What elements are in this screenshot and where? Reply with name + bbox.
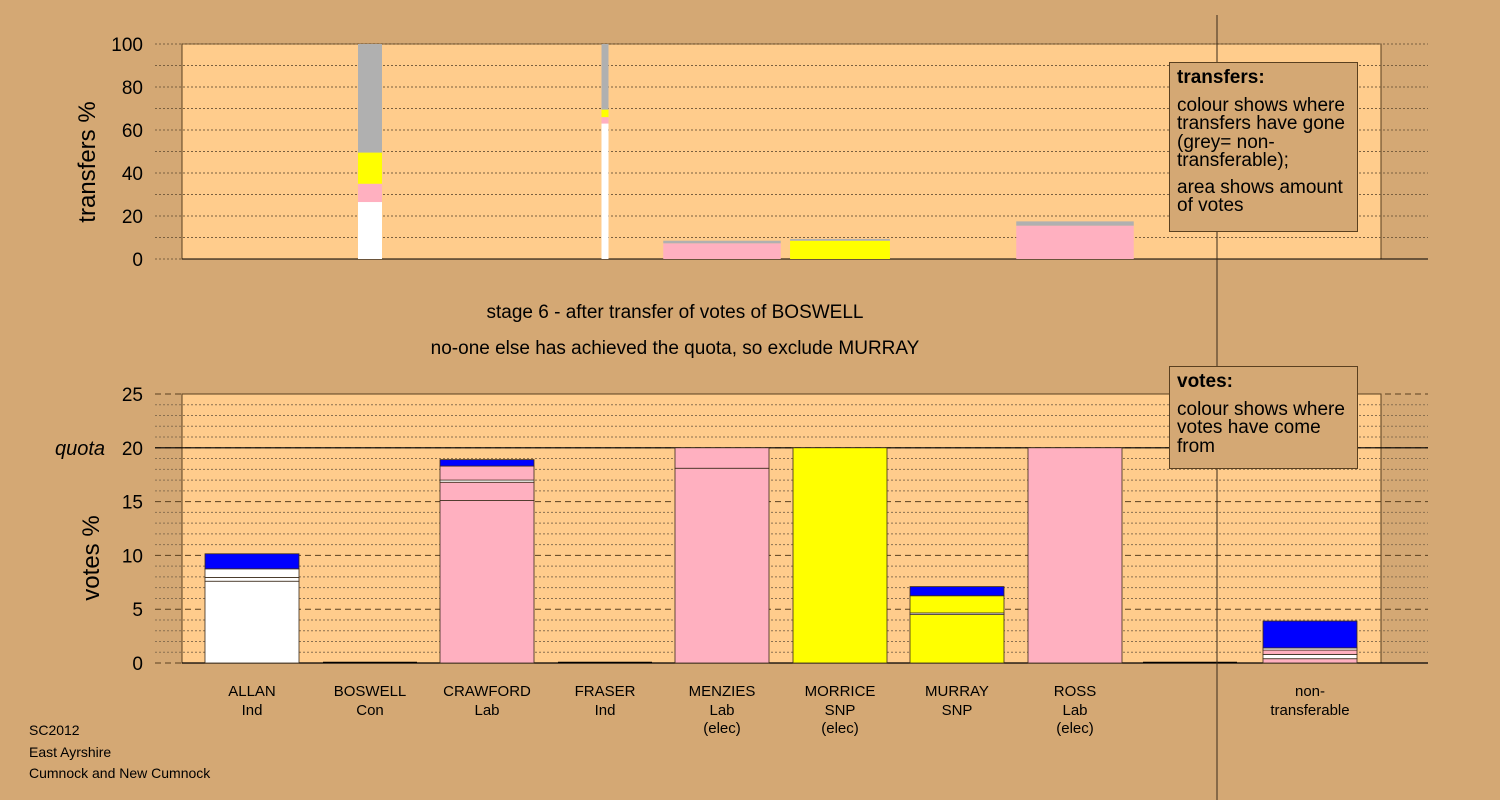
legend-transfers: transfers: colour shows where transfers … bbox=[1169, 62, 1358, 232]
transfers-axis-label: transfers % bbox=[74, 101, 101, 222]
candidate-name: FRASER bbox=[575, 683, 636, 700]
transfers-tick-label: 0 bbox=[132, 250, 143, 271]
vote-segment-white bbox=[1262, 653, 1358, 660]
transfer-segment-pink bbox=[601, 117, 609, 124]
votes-tick-label: 5 bbox=[132, 600, 143, 621]
vote-segment-blue bbox=[439, 459, 535, 467]
transfer-segment-yellow bbox=[790, 240, 890, 259]
candidate-name: MENZIES bbox=[689, 683, 756, 700]
votes-tick-label: 0 bbox=[132, 654, 143, 675]
candidate-status: (elec) bbox=[1056, 720, 1094, 737]
transfers-tick-label: 20 bbox=[122, 207, 143, 228]
footer: SC2012 East Ayrshire Cumnock and New Cum… bbox=[29, 720, 210, 785]
vote-segment-yellow bbox=[909, 595, 1005, 614]
candidate-party: Ind bbox=[595, 702, 616, 719]
transfer-segment-white bbox=[358, 202, 382, 259]
vote-segment-yellow bbox=[792, 447, 888, 664]
transfer-segment-yellow bbox=[601, 109, 609, 118]
footer-council: East Ayrshire bbox=[29, 743, 112, 760]
stage-caption-line2: no-one else has achieved the quota, so e… bbox=[431, 338, 920, 359]
votes-axis-label: votes % bbox=[78, 515, 105, 600]
transfer-segment-grey bbox=[790, 239, 890, 241]
votes-tick-label: 25 bbox=[122, 385, 143, 406]
votes-tick-label: 20 bbox=[122, 439, 143, 460]
transfer-segment-white bbox=[601, 123, 609, 259]
candidate-party: transferable bbox=[1270, 702, 1349, 719]
transfers-tick-label: 40 bbox=[122, 164, 143, 185]
candidate-party: Con bbox=[356, 702, 384, 719]
transfer-segment-pink bbox=[358, 183, 382, 203]
votes-tick-label: 15 bbox=[122, 493, 143, 514]
candidate-name: ALLAN bbox=[228, 683, 276, 700]
vote-segment-blue bbox=[1262, 620, 1358, 649]
candidate-party: SNP bbox=[825, 702, 856, 719]
transfer-segment-grey bbox=[663, 240, 781, 244]
vote-segment-pink bbox=[1027, 447, 1123, 664]
transfer-segment-grey bbox=[601, 44, 609, 110]
vote-segment-pink bbox=[1262, 658, 1358, 664]
candidate-name: MORRICE bbox=[805, 683, 876, 700]
candidate-status: (elec) bbox=[821, 720, 859, 737]
vote-segment-yellow bbox=[909, 614, 1005, 664]
transfer-segment-grey bbox=[358, 44, 382, 153]
transfer-segment-yellow bbox=[358, 152, 382, 184]
legend-transfers-line1: colour shows where transfers have gone (… bbox=[1177, 94, 1345, 171]
candidate-party: Ind bbox=[242, 702, 263, 719]
legend-votes-line1: colour shows where votes have come from bbox=[1177, 398, 1345, 457]
vote-segment-pink bbox=[439, 481, 535, 501]
candidate-name: ROSS bbox=[1054, 683, 1097, 700]
transfer-segment-pink bbox=[663, 243, 781, 259]
candidate-party: Lab bbox=[709, 702, 734, 719]
transfers-tick-label: 80 bbox=[122, 78, 143, 99]
footer-ward: Cumnock and New Cumnock bbox=[29, 765, 211, 781]
transfer-segment-pink bbox=[1016, 225, 1134, 259]
vote-segment-blue bbox=[204, 553, 300, 570]
stage-caption-line1: stage 6 - after transfer of votes of BOS… bbox=[486, 302, 863, 323]
candidate-name: CRAWFORD bbox=[443, 683, 531, 700]
votes-tick-label: 10 bbox=[122, 546, 143, 567]
vote-segment-white bbox=[204, 577, 300, 582]
transfers-tick-label: 60 bbox=[122, 121, 143, 142]
candidate-name: MURRAY bbox=[925, 683, 989, 700]
vote-segment-pink bbox=[1262, 649, 1358, 655]
transfers-tick-label: 100 bbox=[111, 35, 143, 56]
legend-transfers-line2: area shows amount of votes bbox=[1177, 176, 1343, 216]
vote-segment-pink bbox=[674, 467, 770, 664]
candidate-name: BOSWELL bbox=[334, 683, 407, 700]
vote-segment-pink bbox=[439, 465, 535, 481]
vote-segment-blue bbox=[909, 586, 1005, 597]
vote-segment-pink bbox=[674, 447, 770, 469]
vote-segment-white bbox=[204, 580, 300, 664]
candidate-party: Lab bbox=[1062, 702, 1087, 719]
legend-votes: votes: colour shows where votes have com… bbox=[1169, 366, 1358, 469]
footer-election: SC2012 bbox=[29, 722, 80, 738]
vote-segment-pink bbox=[439, 500, 535, 664]
quota-label: quota bbox=[55, 438, 105, 460]
vote-segment-white bbox=[204, 568, 300, 578]
candidate-status: (elec) bbox=[703, 720, 741, 737]
transfer-segment-grey bbox=[1016, 221, 1134, 226]
candidate-name: non- bbox=[1295, 683, 1325, 700]
candidate-party: Lab bbox=[474, 702, 499, 719]
candidate-party: SNP bbox=[942, 702, 973, 719]
legend-votes-heading: votes: bbox=[1177, 371, 1233, 392]
legend-transfers-heading: transfers: bbox=[1177, 67, 1265, 88]
